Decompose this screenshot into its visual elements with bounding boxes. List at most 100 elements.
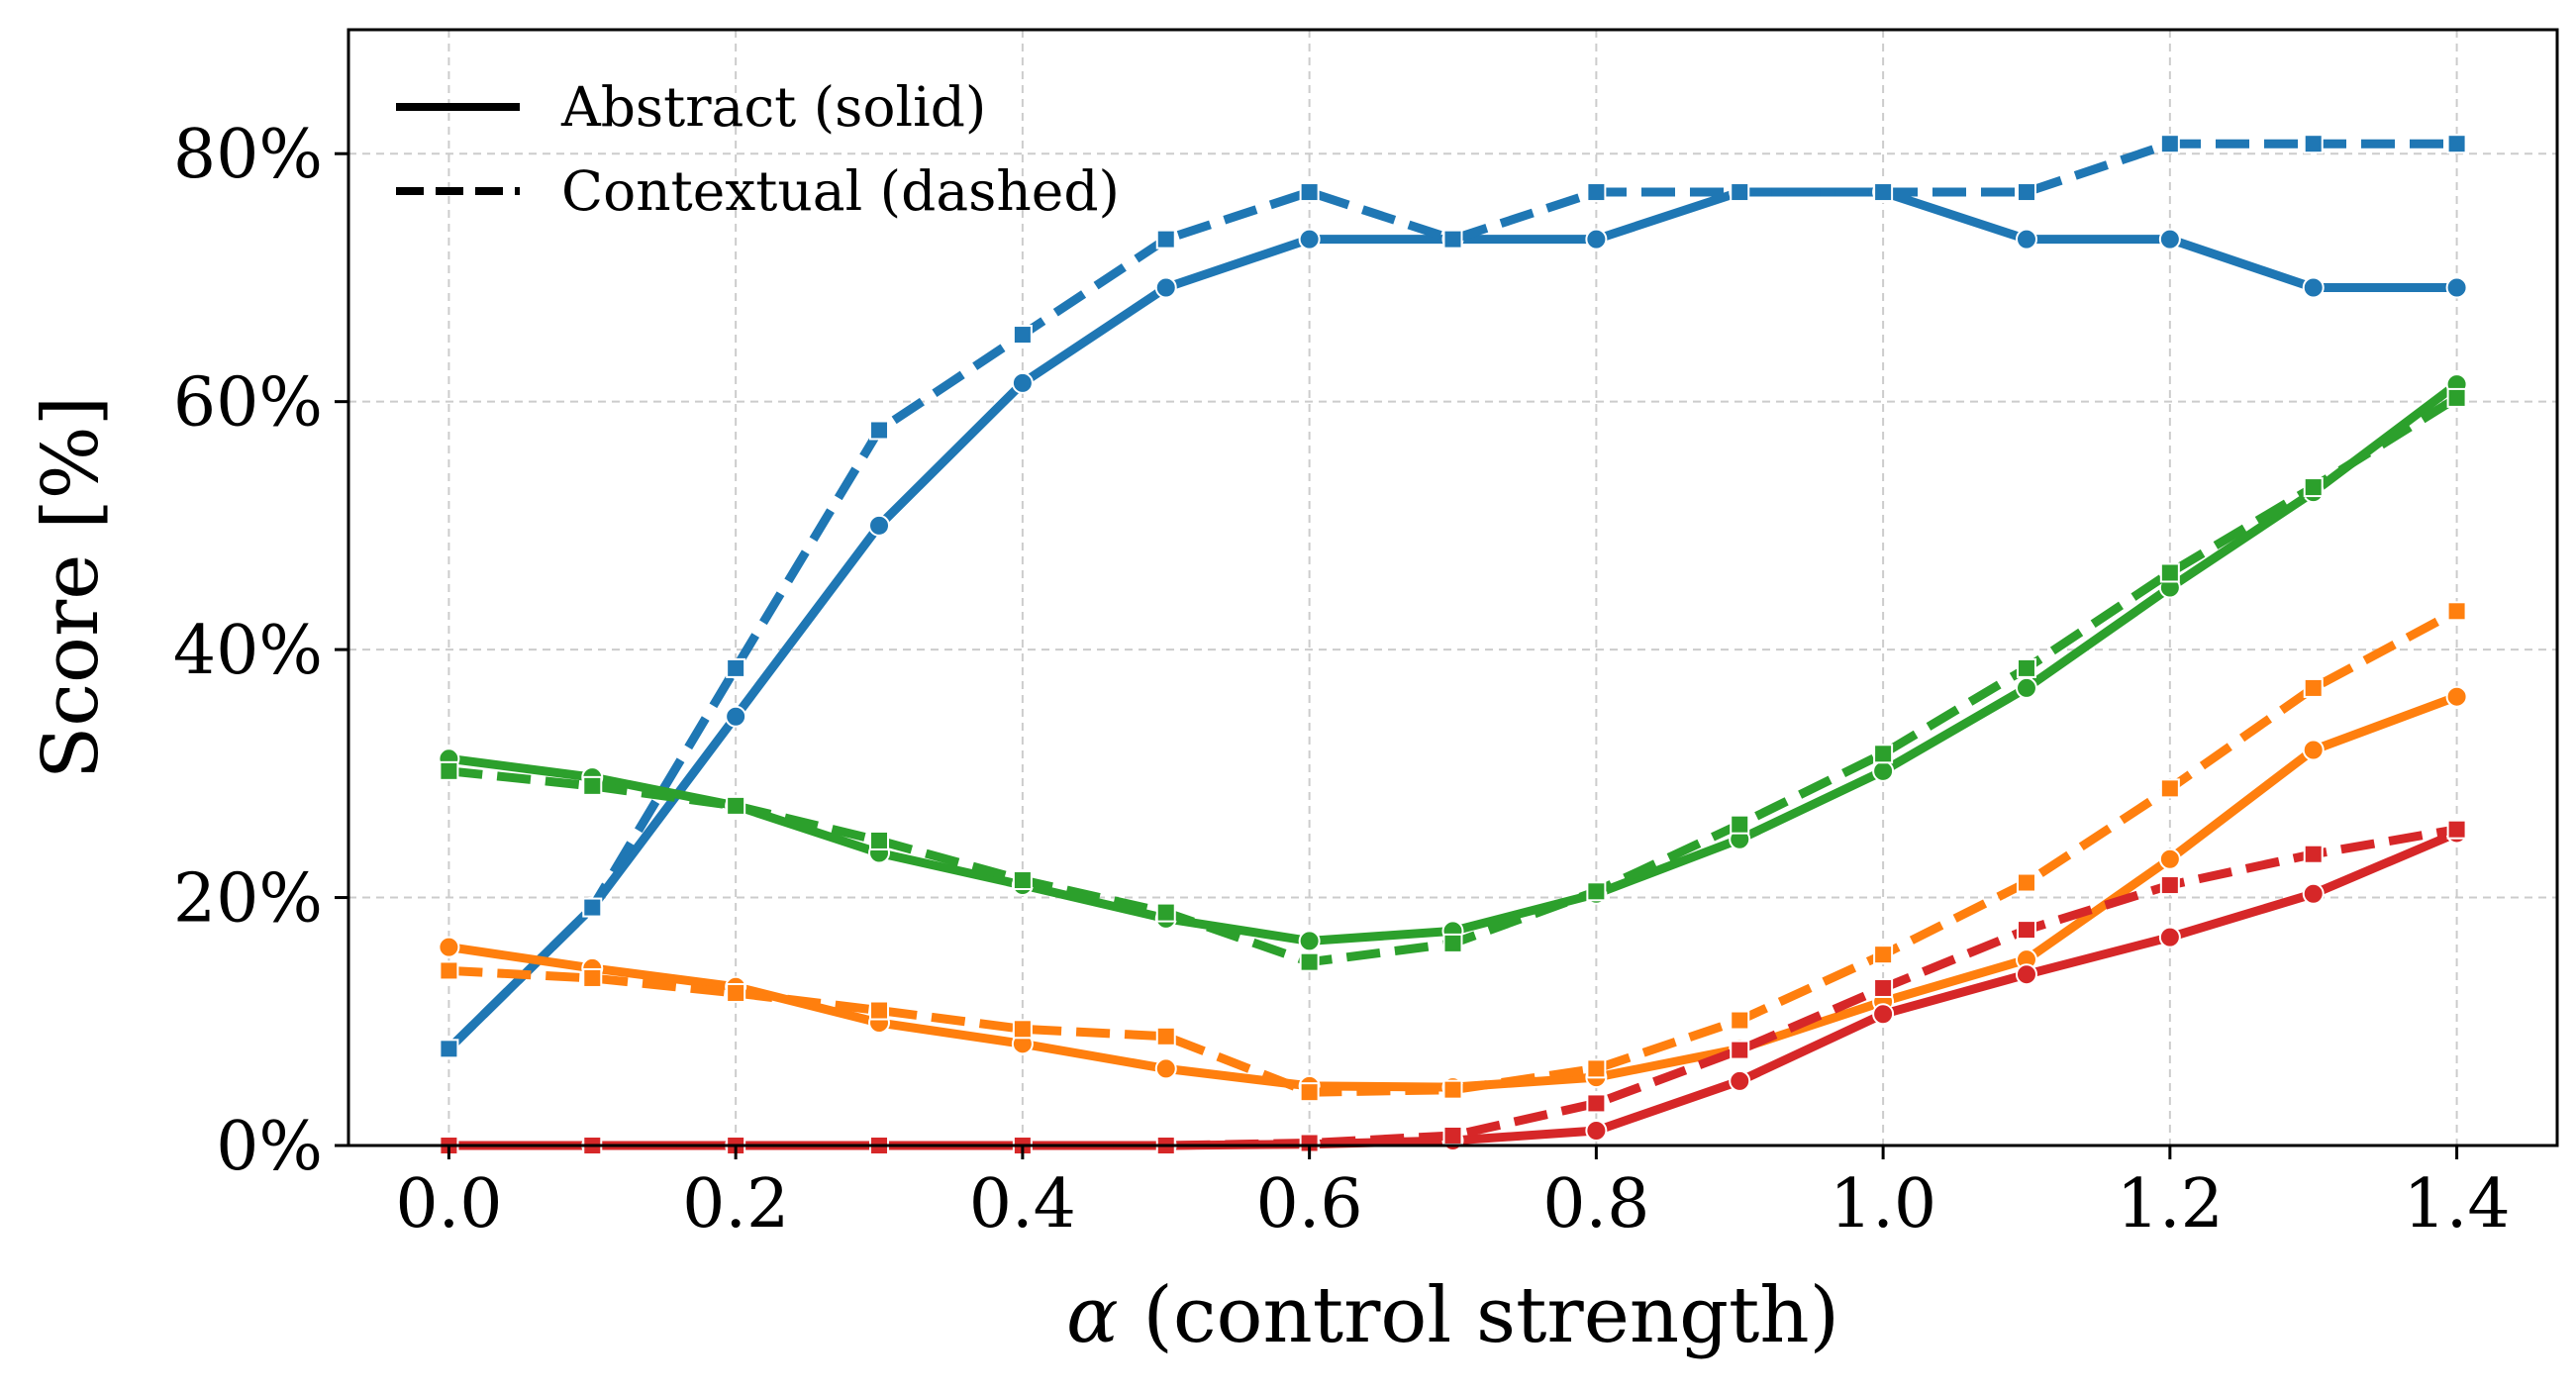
data-point-red-contextual [1730,1040,1750,1060]
series-line-red-contextual [448,825,2458,1150]
data-point-green-contextual [1299,951,1320,972]
legend: Abstract (solid) Contextual (dashed) [396,75,1120,223]
data-point-red-abstract [1585,1119,1608,1142]
data-point-green-contextual [2446,387,2467,408]
data-point-orange-contextual [1586,1058,1607,1079]
data-point-green-contextual [582,775,603,796]
x-tick-label: 1.0 [1830,1165,1936,1244]
series-red-contextual [439,819,2467,1155]
data-point-blue-abstract [868,514,891,537]
data-point-blue-abstract [1585,228,1608,250]
data-point-blue-abstract [1154,276,1177,299]
data-point-blue-contextual [2446,134,2467,154]
data-point-blue-contextual [1299,182,1320,203]
data-point-blue-contextual [1155,229,1176,249]
axes-frame [347,28,2559,1147]
data-point-orange-contextual [1155,1026,1176,1046]
series-blue-contextual [439,134,2467,1059]
data-point-green-contextual [1730,814,1750,835]
data-point-green-contextual [1155,902,1176,923]
y-tick-label: 0% [216,1108,323,1186]
data-point-orange-contextual [1873,945,1894,965]
data-point-orange-contextual [582,967,603,988]
data-point-orange-contextual [2016,872,2036,893]
y-tick-label: 80% [173,116,323,194]
series-green-contextual [439,387,2467,972]
data-point-blue-abstract [2015,228,2037,250]
data-point-green-contextual [439,760,459,781]
data-point-blue-contextual [1873,182,1894,203]
data-point-blue-abstract [1298,228,1321,250]
data-point-orange-contextual [1012,1019,1033,1040]
y-axis-title: Score [%] [27,396,116,779]
data-point-blue-abstract [725,705,747,728]
data-point-blue-abstract [2158,228,2181,250]
data-point-green-contextual [1586,881,1607,902]
x-axis-text: (control strength) [1119,1271,1839,1360]
data-point-green-abstract [1298,930,1321,952]
data-point-blue-abstract [2302,276,2325,299]
data-point-orange-contextual [439,960,459,981]
data-point-orange-contextual [1442,1079,1463,1100]
data-point-red-contextual [2446,819,2467,840]
data-point-orange-contextual [726,982,746,1003]
data-point-green-contextual [2016,657,2036,678]
data-point-orange-abstract [2445,685,2468,708]
data-point-green-contextual [2159,562,2180,583]
data-point-orange-abstract [2158,847,2181,870]
y-tick-label: 20% [173,860,323,939]
data-point-red-abstract [1872,1003,1895,1026]
data-point-red-abstract [2302,882,2325,905]
data-point-blue-contextual [439,1039,459,1059]
data-point-blue-contextual [2303,134,2324,154]
data-point-red-contextual [2016,920,2036,941]
series-group [438,134,2468,1156]
ticks: 0.0 0.2 0.4 0.6 0.8 1.0 1.2 1.4 0% 20% 40% 60% 80% [173,116,2511,1244]
series-line-blue-contextual [446,139,2457,1052]
data-point-blue-contextual [1012,325,1033,346]
data-point-orange-contextual [2159,778,2180,799]
data-point-blue-abstract [1011,371,1034,394]
x-tick-label: 1.2 [2117,1165,2224,1244]
data-point-green-abstract [2015,676,2037,699]
x-tick-label: 0.4 [969,1165,1076,1244]
x-tick-label: 0.0 [395,1165,502,1244]
y-tick-label: 40% [173,612,323,690]
data-point-orange-contextual [869,1000,890,1021]
data-point-red-abstract [1729,1069,1751,1092]
data-point-orange-contextual [1730,1010,1750,1031]
series-line-orange-contextual [448,607,2459,1097]
x-axis-symbol: α [1066,1271,1119,1360]
data-point-orange-contextual [1299,1082,1320,1103]
data-point-red-contextual [2303,844,2324,864]
legend-label-contextual: Contextual (dashed) [561,159,1120,223]
x-tick-label: 0.8 [1542,1165,1649,1244]
x-tick-label: 1.4 [2404,1165,2511,1244]
y-tick-label: 60% [173,364,323,443]
data-point-orange-abstract [438,936,460,958]
x-axis-title: α (control strength) [1066,1271,1839,1360]
data-point-blue-contextual [1586,182,1607,203]
data-point-blue-abstract [2445,276,2468,299]
data-point-orange-abstract [1154,1057,1177,1080]
data-point-blue-contextual [726,657,746,678]
data-point-green-abstract [1872,759,1895,782]
data-point-blue-contextual [582,897,603,918]
data-point-green-contextual [1012,870,1033,891]
x-tick-label: 0.2 [682,1165,789,1244]
x-tick-label: 0.6 [1256,1165,1363,1244]
data-point-red-contextual [1586,1093,1607,1114]
data-point-blue-contextual [869,420,890,441]
data-point-green-contextual [726,795,746,816]
data-point-green-contextual [869,830,890,850]
legend-label-abstract: Abstract (solid) [560,75,986,139]
data-point-orange-abstract [2302,739,2325,761]
data-point-blue-contextual [2159,134,2180,154]
data-point-orange-contextual [2303,677,2324,698]
data-point-blue-contextual [2016,182,2036,203]
series-orange-contextual [439,601,2467,1103]
data-point-green-contextual [2303,477,2324,498]
